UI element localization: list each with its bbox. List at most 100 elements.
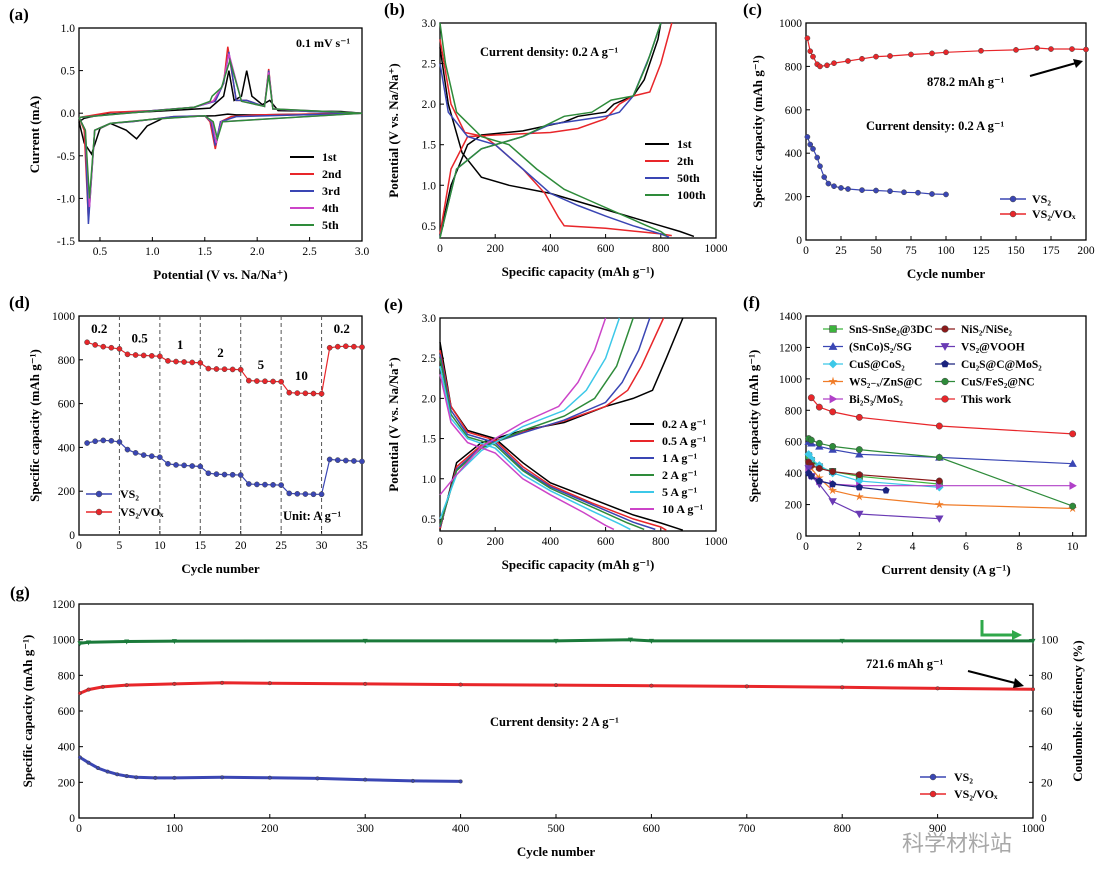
right-y-tick-label: 0 (1041, 813, 1047, 825)
rate-point (278, 378, 284, 385)
rate-point (213, 366, 220, 372)
y-tick-label: 1.0 (61, 23, 76, 35)
rate-gcd-line (439, 317, 631, 531)
cycle-point (887, 53, 893, 59)
rate-point (140, 352, 147, 359)
x-tick-label: 20 (235, 540, 247, 552)
legend-marker (941, 325, 949, 333)
cycle-point (1034, 45, 1040, 51)
y-tick-label: 0 (69, 530, 75, 542)
rate-gcd-line (439, 317, 615, 531)
compare-point (807, 394, 815, 402)
capacity-point (77, 755, 83, 760)
cycle-point (859, 187, 865, 193)
panel-g: 0 100 200 300 400 500 600 700 800 900 100002004006… (10, 583, 1085, 859)
x-tick-label: 8 (1016, 541, 1022, 553)
cycle-point (804, 134, 811, 140)
cycle-point (825, 180, 832, 187)
rate-point (124, 446, 131, 453)
capacity-point (363, 681, 368, 686)
cycle-point (817, 163, 823, 170)
x-tick-label: 600 (597, 536, 615, 548)
cycle-point (817, 63, 823, 70)
legend-label: 1 A g⁻¹ (662, 451, 698, 465)
rate-point (108, 344, 115, 351)
compare-point (829, 408, 837, 416)
capacity-annotation: 878.2 mAh g⁻¹ (927, 75, 1005, 89)
legend-label: CuS@CoS₂ (849, 359, 905, 371)
capacity-point (77, 691, 83, 696)
cycle-point (929, 50, 935, 57)
capacity-point (115, 772, 120, 777)
cycle-point (908, 51, 914, 58)
current-density-note: Current density: 0.2 A g⁻¹ (866, 119, 1004, 133)
y-tick-label: 200 (58, 777, 76, 789)
rate-point (318, 491, 325, 498)
capacity-point (458, 682, 463, 687)
annotation-arrow (1029, 62, 1077, 77)
ce-point (553, 638, 559, 644)
gcd-line-1st (439, 22, 695, 238)
capacity-point (86, 687, 91, 692)
legend-label: VS₂/VOₓ (954, 787, 998, 801)
watermark-text: 科学材料站 (902, 832, 1013, 857)
compare-point (855, 510, 864, 519)
cycle-point (814, 154, 821, 161)
y-tick-label: 200 (785, 192, 803, 204)
legend-label: 4th (322, 201, 339, 215)
capacity-point (315, 776, 320, 781)
y-tick-label: 200 (785, 500, 803, 512)
legend-label: 100th (677, 188, 706, 202)
cycle-point (1013, 47, 1019, 53)
y-tick-label: 2.0 (422, 99, 437, 111)
x-axis-label: Current density (A g⁻¹) (881, 562, 1010, 577)
x-axis-label: Cycle number (907, 266, 986, 281)
compare-point (815, 477, 823, 485)
x-tick-label: 6 (963, 541, 969, 553)
compare-point (804, 465, 813, 473)
ce-point (627, 637, 633, 643)
y-tick-label: 0 (796, 235, 802, 247)
capacity-point (172, 775, 177, 780)
y-tick-label: 3.0 (422, 313, 437, 325)
capacity-point (153, 775, 158, 780)
x-tick-label: 0.5 (93, 246, 108, 258)
rate-point (84, 440, 90, 446)
x-tick-label: 1.5 (198, 246, 213, 258)
rate-point (173, 358, 179, 365)
x-tick-label: 0 (437, 536, 443, 548)
rate-point (334, 457, 341, 463)
y-tick-label: 800 (58, 670, 76, 682)
x-tick-label: 400 (452, 823, 470, 835)
x-tick-label: 3.0 (355, 246, 370, 258)
rate-point (213, 471, 220, 477)
capacity-point (124, 774, 129, 779)
unit-label: Unit: A g⁻¹ (283, 509, 342, 523)
compare-point (934, 499, 944, 509)
compare-point (829, 480, 837, 488)
panel-b-frame (439, 22, 717, 239)
rate-point (254, 481, 260, 488)
y-tick-label: 600 (785, 105, 803, 117)
legend-marker (929, 790, 937, 798)
legend-label: 10 A g⁻¹ (662, 502, 704, 516)
compare-point (855, 471, 863, 479)
rate-point (157, 454, 163, 461)
cycle-point (901, 189, 907, 196)
x-tick-label: 100 (937, 245, 955, 257)
y-tick-label: 0.5 (61, 66, 76, 78)
panel-letter: (c) (743, 0, 762, 19)
cv-line-3rd (78, 51, 363, 225)
compare-point (1069, 502, 1077, 510)
compare-point (1069, 430, 1077, 438)
legend-label: 1st (677, 137, 692, 151)
cycle-point (915, 189, 921, 196)
legend-label: 5 A g⁻¹ (662, 485, 698, 499)
cycle-point (807, 141, 814, 148)
rate-point (221, 366, 228, 373)
compare-point (855, 483, 863, 491)
current-density-note: Current density: 0.2 A g⁻¹ (480, 45, 618, 59)
compare-point (855, 450, 864, 458)
y-tick-label: 0 (796, 531, 802, 543)
